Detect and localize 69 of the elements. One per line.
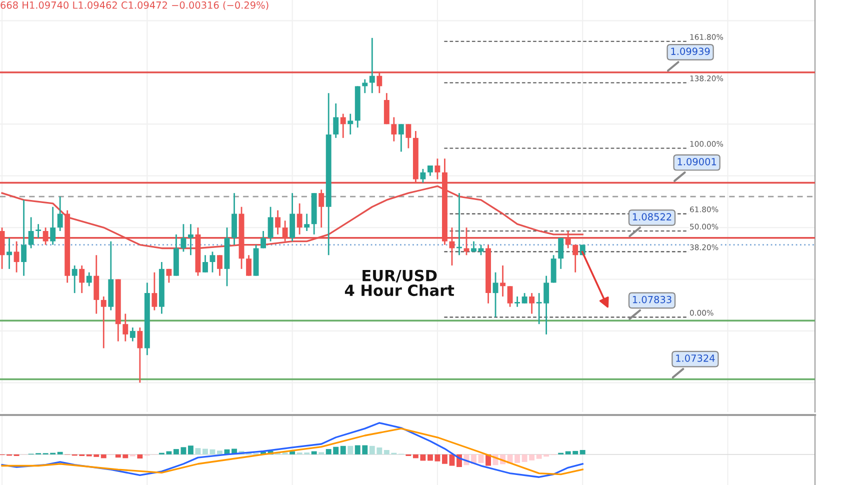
candlestick	[57, 196, 63, 232]
candlestick	[348, 113, 354, 136]
annotation: 1.08522	[632, 213, 672, 220]
candlestick	[137, 326, 143, 384]
bar	[449, 454, 455, 466]
bar	[137, 454, 143, 459]
candlestick	[14, 240, 20, 274]
candlestick	[296, 202, 302, 236]
candlestick	[362, 78, 368, 94]
candlestick	[492, 272, 498, 318]
candlestick	[406, 123, 412, 149]
candlestick	[122, 313, 128, 342]
candlestick	[180, 223, 186, 252]
candlestick	[275, 210, 281, 236]
candlestick	[28, 216, 34, 249]
text: 668 H1.09740 L1.09462 C1.09472 −0.00316 (−0.29%)	[0, 1, 268, 10]
candlestick	[210, 250, 216, 274]
candlestick	[420, 168, 426, 184]
annotation: 1.07324	[676, 354, 715, 362]
bar	[217, 450, 222, 454]
candlestick	[72, 264, 78, 294]
annotation: 1.09939	[671, 48, 710, 56]
candlestick	[21, 199, 27, 277]
candlestick	[369, 37, 375, 94]
candlestick	[522, 292, 528, 304]
candlestick	[572, 244, 578, 274]
annotation: 1.07833	[632, 296, 672, 304]
candlestick	[268, 206, 274, 242]
candlestick	[36, 223, 42, 239]
candlestick	[507, 285, 513, 308]
candlestick	[246, 254, 252, 277]
candlestick	[514, 296, 520, 308]
bar	[340, 446, 346, 454]
candlestick	[6, 237, 12, 270]
annotation: 1.09001	[678, 158, 716, 166]
candlestick	[529, 292, 535, 314]
annotation: EUR/USD 4 Hour Chart	[344, 270, 454, 296]
bar	[57, 452, 63, 454]
bar	[188, 446, 194, 454]
candlestick	[391, 116, 397, 142]
candlestick	[152, 272, 158, 311]
candlestick	[304, 213, 310, 232]
candlestick	[202, 254, 208, 274]
candlestick	[130, 326, 136, 342]
candlestick	[217, 254, 222, 277]
candlestick	[166, 268, 172, 284]
candlestick	[558, 237, 564, 270]
bar	[210, 449, 216, 454]
candlestick	[260, 230, 266, 249]
candlestick	[478, 244, 484, 256]
bar	[442, 454, 448, 464]
candlestick	[434, 158, 440, 180]
bar	[311, 451, 317, 454]
candlestick	[398, 123, 404, 152]
bar	[202, 448, 208, 454]
bar	[195, 448, 201, 454]
candlestick	[340, 113, 346, 139]
candlestick	[500, 264, 506, 298]
bar	[100, 454, 106, 458]
bar	[348, 446, 354, 454]
candlestick	[333, 102, 339, 139]
candlestick	[50, 206, 56, 246]
candlestick	[100, 296, 106, 349]
candlestick	[86, 272, 92, 287]
bar	[580, 450, 586, 454]
candlestick	[79, 264, 85, 294]
bar	[478, 454, 484, 463]
candlestick	[188, 223, 194, 256]
candlestick	[318, 188, 324, 228]
